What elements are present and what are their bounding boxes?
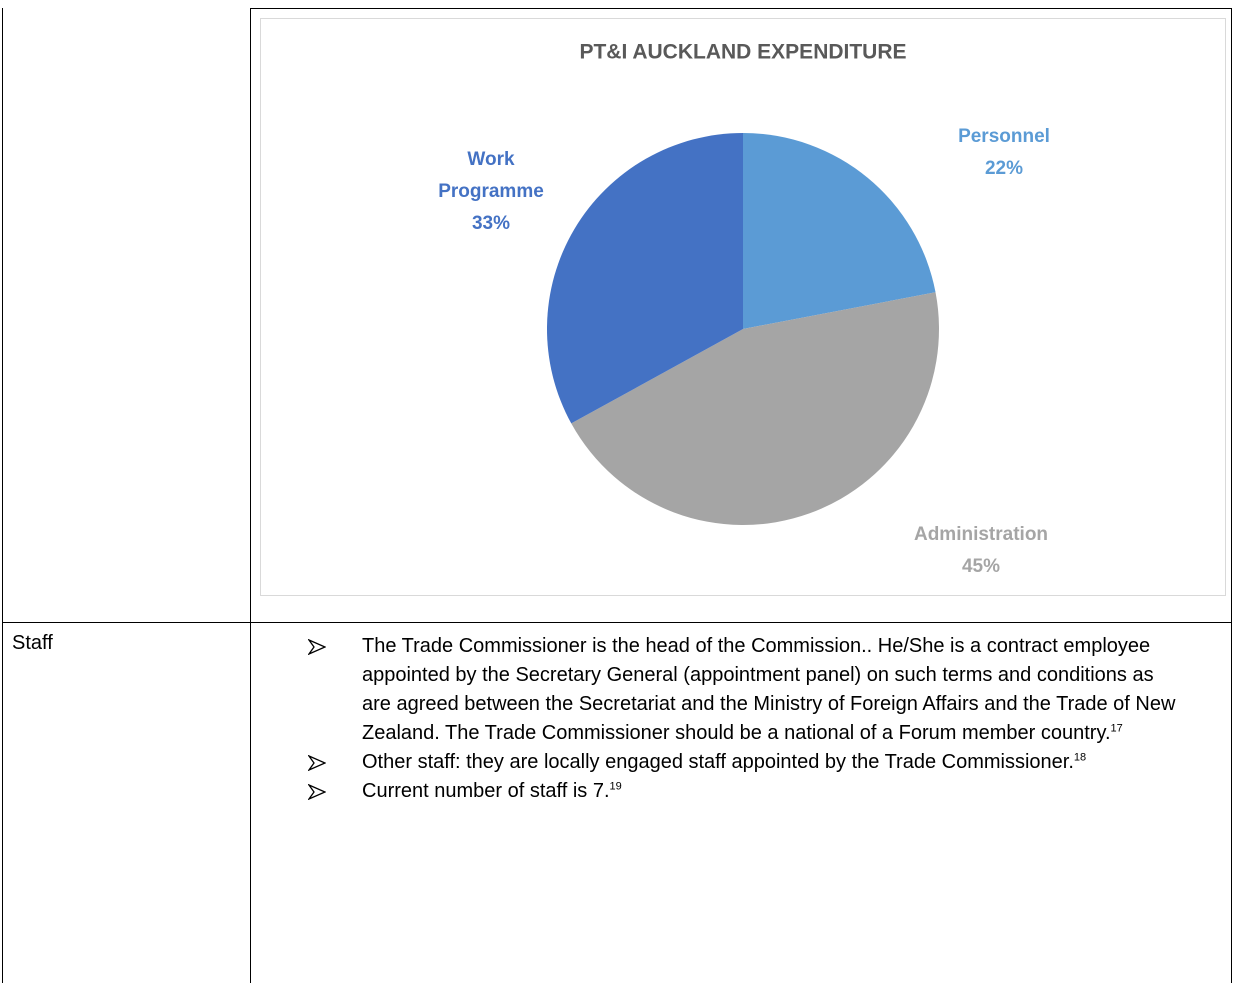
arrow (308, 639, 326, 655)
value-label: 22% (984, 158, 1024, 179)
value-label: 33% (471, 213, 511, 234)
column-divider (250, 8, 251, 983)
category-label: Work Programme (438, 149, 544, 202)
chart: PT&I AUCKLAND EXPENDITURE (547, 41, 939, 525)
bullet-icon (308, 639, 326, 655)
bullet-item: The Trade Commissioner is the head of th… (300, 632, 1180, 748)
table-border (250, 8, 1232, 9)
pie-slice (547, 133, 743, 424)
value-label: 45% (961, 556, 1001, 577)
footnote-ref: 17 (1110, 722, 1123, 735)
bullet-icon (308, 755, 326, 771)
slice-label: Administration 45% (901, 519, 1061, 583)
category-label: Administration (913, 524, 1049, 545)
table-border (1231, 8, 1232, 983)
item-text: Current number of staff is 7. (362, 780, 610, 802)
bullet-item: Current number of staff is 7.19 (300, 777, 1180, 806)
chart-area: PT&I AUCKLAND EXPENDITURE Personnel 22% Ad… (260, 18, 1226, 596)
slice-label: Personnel 22% (924, 121, 1084, 185)
table-border (2, 8, 3, 983)
item-text: The Trade Commissioner is the head of th… (362, 635, 1176, 744)
footnote-ref: 19 (609, 780, 622, 793)
slice-label: Work Programme 33% (421, 144, 561, 240)
row-divider (2, 622, 1232, 623)
row-label: Staff (12, 632, 53, 654)
bullet-item: Other staff: they are locally engaged st… (300, 748, 1180, 777)
chart-title: PT&I AUCKLAND EXPENDITURE (579, 41, 906, 64)
bullet-list: The Trade Commissioner is the head of th… (300, 632, 1180, 806)
bullet-icon (308, 784, 326, 800)
arrow (308, 755, 326, 771)
pie-slice (743, 133, 936, 329)
pie-slice (571, 292, 939, 525)
footnote-ref: 18 (1073, 751, 1087, 764)
category-label: Personnel (958, 126, 1050, 147)
arrow (308, 784, 326, 800)
item-text: Other staff: they are locally engaged st… (362, 751, 1074, 773)
